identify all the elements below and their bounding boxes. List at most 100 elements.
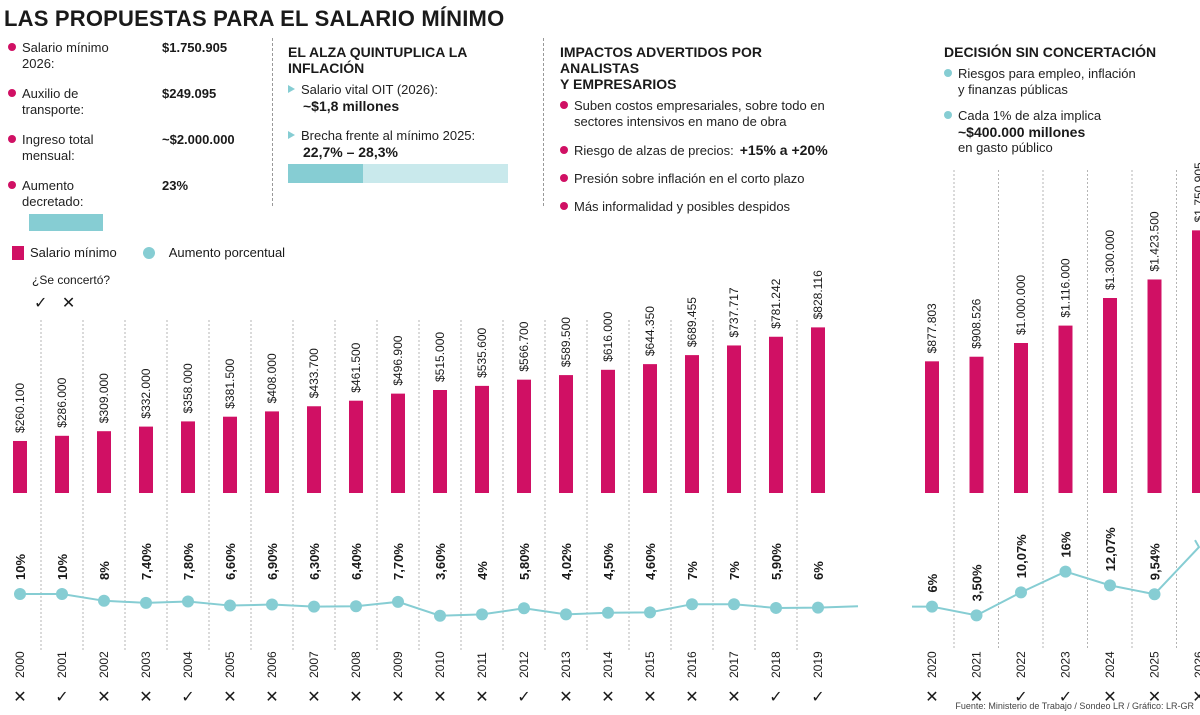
- no-agreement-text: Cada 1% de alza implica: [958, 108, 1102, 123]
- cross-icon: ✕: [601, 689, 614, 706]
- impacts-item-text: Riesgo de alzas de precios:: [574, 143, 734, 158]
- year-label: 2023: [1059, 651, 1073, 678]
- pct-point: [14, 588, 26, 600]
- salary-bar-label: $496.900: [391, 335, 405, 385]
- pct-point: [1059, 565, 1072, 578]
- salary-bar: [475, 385, 489, 493]
- check-icon: ✓: [811, 689, 824, 706]
- year-label: 2007: [307, 651, 321, 678]
- pct-point: [476, 608, 488, 621]
- pct-point: [812, 601, 824, 614]
- salary-bar-label: $332.000: [139, 368, 153, 418]
- panel-divider: [543, 38, 544, 206]
- year-label: 2021: [970, 651, 984, 678]
- impacts-heading-2: Y EMPRESARIOS: [560, 76, 677, 92]
- check-icon: ✓: [517, 689, 530, 706]
- year-label: 2003: [139, 651, 153, 678]
- year-label: 2024: [1103, 651, 1117, 678]
- year-label: 2025: [1148, 651, 1162, 678]
- salary-bar: [223, 416, 237, 493]
- summary-row-salary: Salario mínimo 2026: $1.750.905: [8, 40, 266, 72]
- pct-point: [140, 596, 152, 609]
- check-icon: ✓: [1014, 689, 1027, 706]
- cross-icon: ✕: [1192, 689, 1200, 706]
- year-label: 2001: [55, 651, 69, 678]
- pct-label: 12,07%: [1103, 527, 1118, 572]
- salary-bar-label: $689.455: [685, 297, 699, 347]
- year-label: 2022: [1014, 651, 1028, 678]
- pct-label: 7,40%: [139, 543, 154, 580]
- pct-label: 5,80%: [517, 543, 532, 580]
- cross-icon: ✕: [970, 689, 983, 706]
- inflation-item-oit: Salario vital OIT (2026):: [288, 82, 528, 98]
- impacts-item-prices: Riesgo de alzas de precios: +15% a +20%: [560, 142, 830, 159]
- impacts-item-inflation: Presión sobre inflación en el corto plaz…: [560, 171, 830, 187]
- salary-bar: [1058, 325, 1073, 493]
- gap-bar-track: [288, 164, 508, 183]
- panel-divider: [272, 38, 273, 206]
- increase-bar-track: [29, 214, 103, 231]
- summary-panel: Salario mínimo 2026: $1.750.905 Auxilio …: [8, 38, 266, 231]
- check-icon: ✓: [55, 689, 68, 706]
- pct-label: 7%: [727, 561, 742, 580]
- summary-label: Auxilio de transporte:: [22, 86, 85, 117]
- pct-label: 6,60%: [223, 543, 238, 580]
- no-agreement-heading: DECISIÓN SIN CONCERTACIÓN: [944, 44, 1157, 60]
- bullet-dot-icon: [8, 135, 16, 143]
- salary-bar: [307, 406, 321, 493]
- year-label: 2014: [601, 651, 615, 678]
- pct-point: [56, 588, 68, 600]
- pct-label: 9,54%: [1148, 543, 1163, 580]
- salary-bar-label: $566.700: [517, 321, 531, 371]
- salary-bar-label: $737.717: [727, 287, 741, 337]
- no-agreement-item-risks: Riesgos para empleo, inflación: [944, 66, 1194, 82]
- year-label: 2000: [13, 651, 27, 678]
- cross-icon: ✕: [685, 689, 698, 706]
- pct-label: 4%: [475, 561, 490, 580]
- year-label: 2006: [265, 651, 279, 678]
- summary-row-increase: Aumento decretado: 23%: [8, 178, 266, 210]
- no-agreement-panel: DECISIÓN SIN CONCERTACIÓN Riesgos para e…: [944, 38, 1194, 156]
- year-label: 2020: [925, 651, 939, 678]
- cross-icon: ✕: [349, 689, 362, 706]
- salary-bar-label: $644.350: [643, 306, 657, 356]
- pct-label: 7,80%: [181, 543, 196, 580]
- pct-point: [686, 598, 698, 611]
- legend-bar-label: Salario mínimo: [30, 245, 117, 260]
- salary-bar-label: $1.116.000: [1059, 258, 1073, 317]
- bullet-dot-icon: [560, 174, 568, 182]
- pct-point: [1015, 586, 1027, 599]
- bullet-dot-icon: [944, 69, 952, 77]
- pct-label: 6%: [925, 573, 940, 592]
- inflation-item-label: Salario vital OIT (2026):: [301, 82, 439, 97]
- pct-label: 3,60%: [433, 543, 448, 580]
- cross-icon: ✕: [475, 689, 488, 706]
- pct-label: 4,60%: [643, 543, 658, 580]
- salary-bar: [349, 400, 363, 493]
- salary-bar-label: $589.500: [559, 317, 573, 367]
- bullet-dot-icon: [560, 101, 568, 109]
- cross-icon: ✕: [643, 689, 656, 706]
- salary-bar-label: $1.423.500: [1148, 211, 1162, 271]
- salary-bar-label: $781.242: [769, 278, 783, 328]
- year-label: 2008: [349, 651, 363, 678]
- pct-label: 4,50%: [601, 543, 616, 580]
- pct-point: [518, 602, 530, 615]
- salary-bar-label: $433.700: [307, 348, 321, 398]
- legend-line-swatch: [142, 246, 155, 259]
- summary-label: Salario mínimo 2026:: [22, 40, 109, 71]
- impacts-item-informality: Más informalidad y posibles despidos: [560, 199, 830, 215]
- pct-point: [1104, 579, 1116, 592]
- salary-bar: [969, 356, 984, 493]
- salary-bar-label: $408.000: [265, 353, 279, 403]
- cross-icon: ✕: [391, 689, 404, 706]
- year-label: 2017: [727, 651, 741, 678]
- year-label: 2009: [391, 651, 405, 678]
- year-label: 2018: [769, 651, 783, 678]
- pct-point: [728, 598, 740, 611]
- summary-value: $249.095: [162, 86, 217, 101]
- salary-bar-label: $908.526: [970, 298, 984, 348]
- salary-bar: [1014, 343, 1028, 493]
- salary-bar: [13, 440, 27, 493]
- salary-bar: [685, 355, 699, 493]
